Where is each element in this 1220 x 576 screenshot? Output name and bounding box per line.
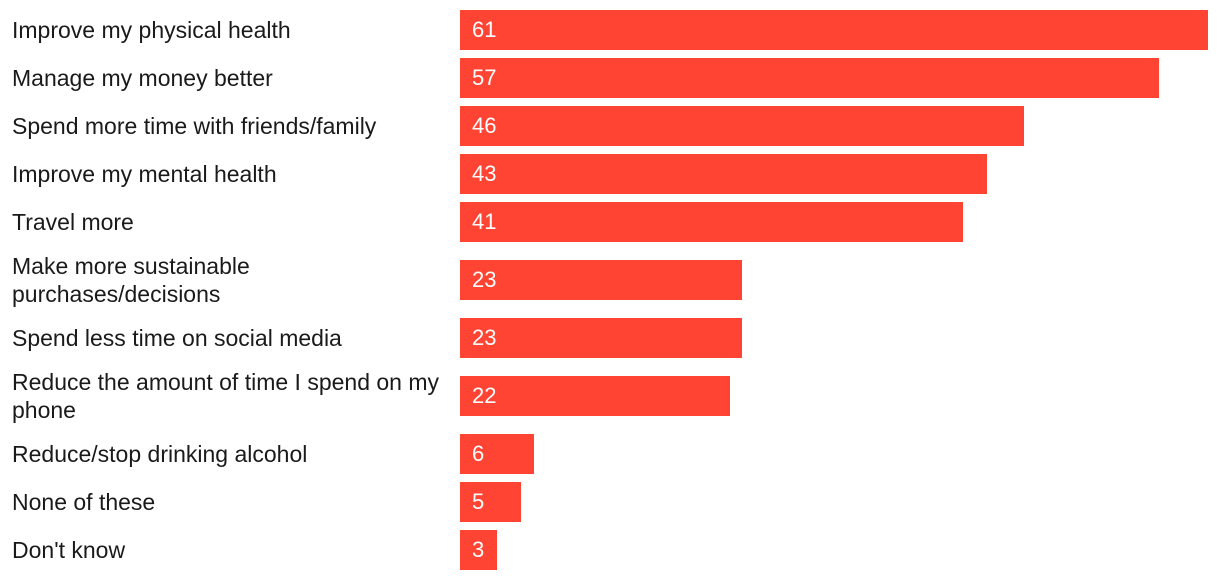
bar: 23 bbox=[460, 260, 742, 300]
category-label: Improve my mental health bbox=[12, 161, 277, 187]
bar-value-label: 6 bbox=[472, 441, 485, 466]
bar-value-label: 46 bbox=[472, 113, 497, 138]
category-label: Spend less time on social media bbox=[12, 325, 342, 351]
bar: 41 bbox=[460, 202, 963, 242]
bar-value-label: 5 bbox=[472, 489, 485, 514]
bar: 22 bbox=[460, 376, 730, 416]
bar-value-label: 41 bbox=[472, 209, 497, 234]
bar-value-label: 61 bbox=[472, 17, 497, 42]
category-label: Improve my physical health bbox=[12, 17, 291, 43]
bar-value-label: 57 bbox=[472, 65, 497, 90]
bar-value-label: 43 bbox=[472, 161, 497, 186]
category-label: Spend more time with friends/family bbox=[12, 113, 377, 139]
category-label: Make more sustainable purchases/decision… bbox=[12, 253, 250, 307]
bar-value-label: 23 bbox=[472, 325, 497, 350]
bar-value-label: 3 bbox=[472, 537, 485, 562]
bar: 43 bbox=[460, 154, 987, 194]
bar: 5 bbox=[460, 482, 521, 522]
bar: 61 bbox=[460, 10, 1208, 50]
category-label: Travel more bbox=[12, 209, 134, 235]
bar-value-label: 22 bbox=[472, 383, 497, 408]
bar: 46 bbox=[460, 106, 1024, 146]
bar: 6 bbox=[460, 434, 534, 474]
category-label: Reduce the amount of time I spend on my … bbox=[12, 369, 440, 423]
category-label: Manage my money better bbox=[12, 65, 273, 91]
category-label: Reduce/stop drinking alcohol bbox=[12, 441, 308, 467]
bar: 23 bbox=[460, 318, 742, 358]
category-label: Don't know bbox=[12, 537, 126, 563]
bar: 3 bbox=[460, 530, 497, 570]
category-label: None of these bbox=[12, 489, 156, 515]
bar: 57 bbox=[460, 58, 1159, 98]
bar-value-label: 23 bbox=[472, 267, 497, 292]
